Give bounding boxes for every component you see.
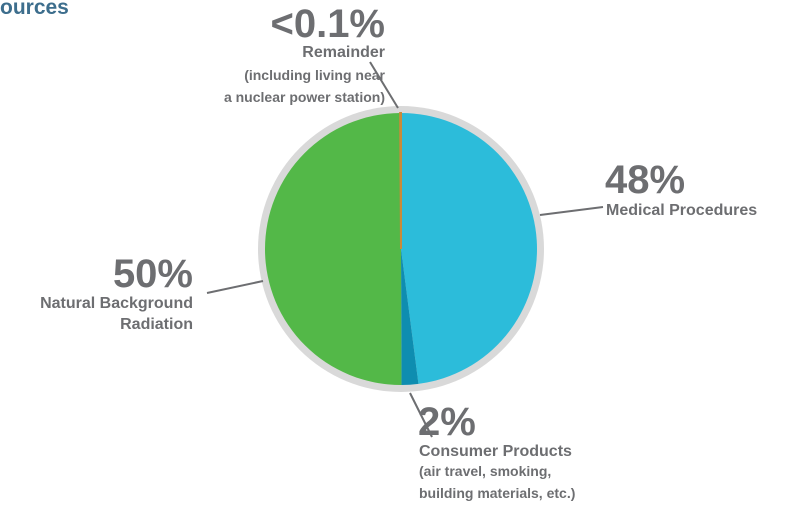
leader-line: [369, 61, 399, 109]
pie-slice: [401, 249, 419, 385]
slice-label: Medical Procedures: [606, 202, 758, 219]
slice-note: (air travel, smoking, building materials…: [419, 463, 576, 501]
slices: [264, 111, 538, 386]
pie-slice: [399, 111, 402, 250]
value-label: 48%: [605, 158, 686, 202]
value-label: <0.1%: [270, 2, 385, 46]
pie-slice: [264, 113, 402, 386]
value-label: 2%: [418, 400, 476, 444]
leader-lines: [206, 61, 604, 438]
chart-title: ources: [0, 0, 69, 19]
leader-line: [539, 206, 604, 216]
slice-note: (including living near a nuclear power s…: [223, 67, 385, 105]
slice-label: Consumer Products: [419, 443, 572, 460]
leader-line: [409, 392, 433, 438]
pie-slice: [401, 113, 538, 384]
leader-line: [206, 280, 264, 294]
slice-label: Natural Background Radiation: [40, 295, 193, 333]
slice-label: Remainder: [302, 44, 385, 61]
value-label: 50%: [112, 252, 193, 296]
